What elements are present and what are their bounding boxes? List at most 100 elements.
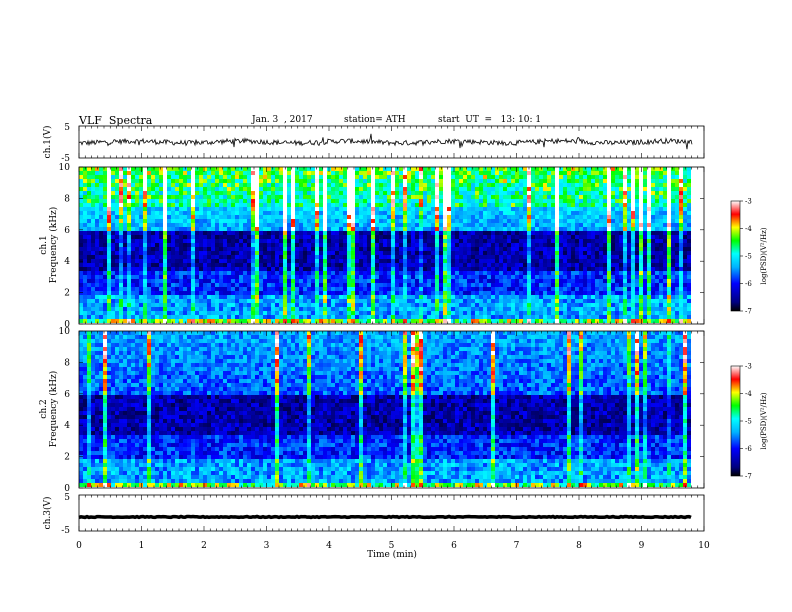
spectrogram-cell — [567, 211, 571, 215]
spectrogram-cell — [103, 295, 107, 299]
spectrogram-cell — [271, 239, 275, 243]
spectrogram-cell — [331, 171, 335, 175]
spectrogram-cell — [519, 287, 523, 291]
spectrogram-cell — [475, 195, 479, 199]
spectrogram-cell — [507, 287, 511, 291]
spectrogram-cell — [495, 291, 499, 295]
spectrogram-cell — [531, 307, 535, 311]
spectrogram-cell — [459, 319, 463, 323]
spectrogram-cell — [231, 239, 235, 243]
spectrogram-cell — [163, 279, 167, 283]
spectrogram-cell — [207, 303, 211, 307]
spectrogram-cell — [343, 239, 347, 243]
spectrogram-cell — [231, 271, 235, 275]
spectrogram-cell — [99, 227, 103, 231]
spectrogram-cell — [367, 227, 371, 231]
spectrogram-cell — [279, 283, 283, 287]
spectrogram-cell — [203, 283, 207, 287]
spectrogram-cell — [119, 223, 123, 227]
spectrogram-cell — [339, 299, 343, 303]
spectrogram-cell — [219, 231, 223, 235]
spectrogram-cell — [551, 175, 555, 179]
spectrogram-cell — [307, 311, 311, 315]
spectrogram-cell — [111, 223, 115, 227]
spectrogram-cell — [471, 315, 475, 319]
spectrogram-cell — [339, 219, 343, 223]
spectrogram-cell — [123, 215, 127, 219]
spectrogram-cell — [327, 295, 331, 299]
spectrogram-cell — [391, 271, 395, 275]
spectrogram-cell — [211, 211, 215, 215]
spectrogram-cell — [279, 311, 283, 315]
spectrogram-cell — [479, 231, 483, 235]
spectrogram-cell — [243, 167, 247, 171]
spectrogram-cell — [503, 315, 507, 319]
spectrogram-cell — [103, 183, 107, 187]
spectrogram-cell — [239, 167, 243, 171]
spectrogram-cell — [231, 247, 235, 251]
spectrogram-cell — [347, 227, 351, 231]
spectrogram-cell — [511, 243, 515, 247]
spectrogram-cell — [167, 299, 171, 303]
spectrogram-cell — [527, 287, 531, 291]
spectrogram-cell — [243, 267, 247, 271]
spectrogram-cell — [275, 247, 279, 251]
spectrogram-cell — [563, 187, 567, 191]
spectrogram-cell — [355, 307, 359, 311]
spectrogram-cell — [79, 303, 83, 307]
spectrogram-cell — [323, 315, 327, 319]
spectrogram-cell — [251, 315, 255, 319]
spectrogram-cell — [243, 207, 247, 211]
spectrogram-cell — [567, 251, 571, 255]
spectrogram-cell — [563, 191, 567, 195]
spectrogram-cell — [335, 299, 339, 303]
spectrogram-cell — [563, 319, 567, 323]
spectrogram-cell — [115, 223, 119, 227]
spectrogram-cell — [539, 203, 543, 207]
spectrogram-cell — [427, 179, 431, 183]
spectrogram-cell — [115, 243, 119, 247]
spectrogram-cell — [483, 311, 487, 315]
spectrogram-cell — [427, 271, 431, 275]
spectrogram-cell — [515, 251, 519, 255]
spectrogram-cell — [435, 287, 439, 291]
spectrogram-cell — [351, 167, 355, 171]
spectrogram-cell — [419, 259, 423, 263]
spectrogram-cell — [359, 303, 363, 307]
spectrogram-cell — [483, 203, 487, 207]
spectrogram-cell — [527, 315, 531, 319]
spectrogram-cell — [563, 263, 567, 267]
spectrogram-cell — [251, 187, 255, 191]
spectrogram-cell — [191, 219, 195, 223]
spectrogram-cell — [191, 211, 195, 215]
spectrogram-cell — [95, 187, 99, 191]
spectrogram-cell — [471, 235, 475, 239]
spectrogram-cell — [315, 223, 319, 227]
spectrogram-cell — [195, 171, 199, 175]
spectrogram-cell — [251, 227, 255, 231]
spectrogram-cell — [143, 183, 147, 187]
spectrogram-cell — [403, 287, 407, 291]
spectrogram-cell — [467, 307, 471, 311]
spectrogram-cell — [319, 219, 323, 223]
spectrogram-cell — [135, 179, 139, 183]
spectrogram-cell — [175, 239, 179, 243]
spectrogram-cell — [291, 271, 295, 275]
spectrogram-cell — [287, 275, 291, 279]
spectrogram-cell — [467, 235, 471, 239]
spectrogram-cell — [347, 235, 351, 239]
spectrogram-cell — [103, 223, 107, 227]
spectrogram-cell — [367, 195, 371, 199]
spectrogram-cell — [435, 279, 439, 283]
spectrogram-cell — [435, 207, 439, 211]
spectrogram-cell — [131, 211, 135, 215]
spectrogram-cell — [503, 271, 507, 275]
spectrogram-cell — [487, 207, 491, 211]
spectrogram-cell — [323, 295, 327, 299]
spectrogram-cell — [403, 263, 407, 267]
spectrogram-cell — [543, 199, 547, 203]
spectrogram-cell — [303, 255, 307, 259]
spectrogram-cell — [307, 239, 311, 243]
spectrogram-cell — [407, 271, 411, 275]
spectrogram-cell — [267, 315, 271, 319]
